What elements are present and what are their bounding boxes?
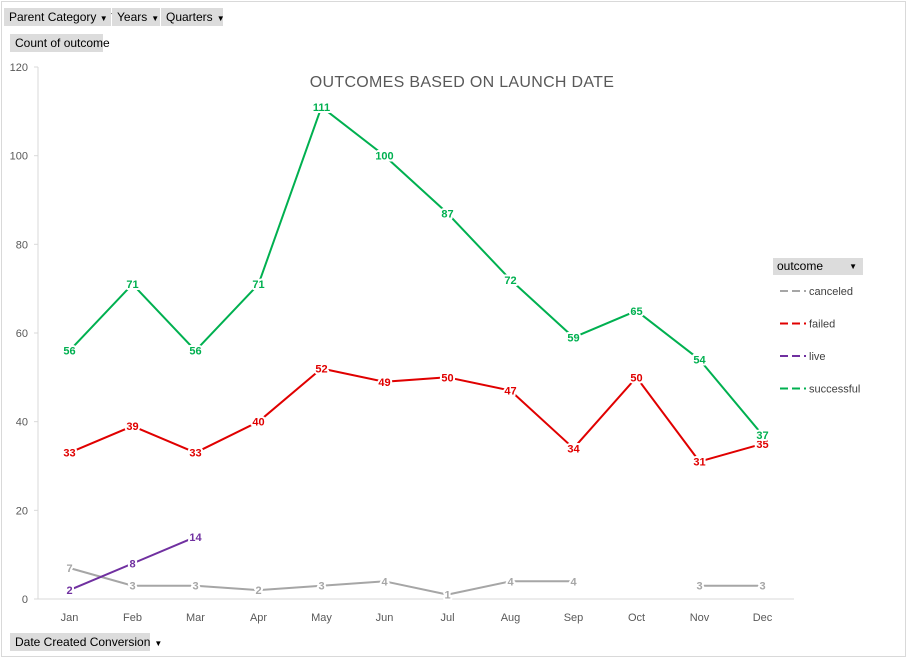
data-label: 71 (126, 279, 138, 291)
axis-field-label: Date Created Conversion (15, 635, 151, 649)
series-line-live (69, 535, 196, 592)
data-label: 49 (378, 377, 390, 389)
y-tick-label: 100 (10, 151, 28, 163)
legend-item-failed: failed (780, 319, 835, 331)
legend: canceled failed live successful (780, 286, 860, 396)
axis-field-button[interactable]: Date Created Conversion ▼ (10, 633, 162, 651)
data-label: 87 (441, 208, 453, 220)
y-tick-label: 120 (10, 62, 28, 74)
data-label: 39 (126, 421, 138, 433)
value-field-label: Count of outcome (15, 36, 110, 50)
x-tick-label: May (311, 612, 332, 624)
y-tick-label: 40 (16, 417, 28, 429)
data-label: 52 (315, 363, 327, 375)
data-label: 35 (756, 439, 768, 451)
data-label: 3 (129, 581, 135, 593)
data-label: 111 (313, 102, 330, 114)
outcome-legend-filter-button[interactable]: outcome ▼ (773, 258, 863, 275)
x-tick-label: Jun (376, 612, 394, 624)
data-label: 33 (189, 448, 201, 460)
y-tick-label: 0 (22, 594, 28, 606)
parent-category-label: Parent Category (9, 10, 97, 24)
series-line-successful (68, 105, 764, 436)
data-label: 47 (504, 386, 516, 398)
data-label: 2 (66, 585, 72, 597)
chevron-down-icon: ▼ (216, 14, 225, 23)
data-label: 3 (192, 581, 198, 593)
y-tick-label: 80 (16, 239, 28, 251)
data-label: 100 (375, 151, 393, 163)
legend-item-live: live (780, 351, 826, 363)
legend-item-successful: successful (780, 384, 860, 396)
data-label: 4 (507, 576, 514, 588)
data-label: 3 (759, 581, 765, 593)
data-label: 7 (66, 563, 72, 575)
legend-label: failed (809, 319, 835, 331)
series-successful: 56 71 56 71 111 100 87 72 59 65 54 37 (61, 100, 770, 444)
legend-label: canceled (809, 286, 853, 298)
series-live: 2 8 14 (64, 530, 204, 599)
data-label: 14 (189, 532, 202, 544)
x-tick-label: Dec (753, 612, 773, 624)
data-label: 40 (252, 417, 264, 429)
x-tick-label: Sep (564, 612, 584, 624)
data-label: 50 (441, 372, 453, 384)
years-label: Years (117, 10, 148, 24)
data-label: 4 (570, 576, 577, 588)
quarters-label: Quarters (166, 10, 213, 24)
x-tick-label: Feb (123, 612, 142, 624)
legend-label: live (809, 351, 826, 363)
data-label: 37 (756, 430, 768, 442)
x-tick-label: Oct (628, 612, 645, 624)
series-line-canceled (69, 567, 763, 596)
years-filter-button[interactable]: Years ▼ (112, 8, 160, 26)
y-tick-label: 60 (16, 328, 28, 340)
data-label: 50 (630, 372, 642, 384)
legend-label: successful (809, 384, 860, 396)
series-line-failed (69, 367, 763, 463)
series-canceled: 7 3 3 2 3 4 1 4 4 3 3 (64, 561, 767, 604)
chevron-down-icon: ▼ (849, 262, 857, 271)
data-label: 59 (567, 332, 579, 344)
x-tick-label: Aug (501, 612, 521, 624)
data-label: 54 (693, 355, 706, 367)
x-tick-label: Jul (440, 612, 454, 624)
data-label: 34 (567, 443, 580, 455)
chevron-down-icon: ▼ (154, 639, 163, 648)
data-label: 72 (504, 275, 516, 287)
data-label: 33 (63, 448, 75, 460)
axes: 0 20 40 60 80 100 120 Jan Feb Mar Apr May Jun Jul Aug S… (10, 62, 794, 624)
data-label: 56 (189, 346, 201, 358)
quarters-filter-button[interactable]: Quarters ▼ (161, 8, 225, 26)
filter-dropdown-icon: ▼ (99, 14, 108, 23)
data-label: 31 (693, 457, 705, 469)
legend-title: outcome (777, 259, 824, 273)
data-label: 2 (255, 585, 261, 597)
data-label: 56 (63, 346, 75, 358)
data-label: 3 (696, 581, 702, 593)
x-tick-label: Apr (250, 612, 267, 624)
y-tick-label: 20 (16, 505, 28, 517)
data-label: 71 (252, 279, 264, 291)
legend-item-canceled: canceled (780, 286, 853, 298)
x-tick-label: Nov (690, 612, 710, 624)
data-label: 8 (129, 559, 135, 571)
series-failed: 33 39 33 40 52 49 50 47 34 50 31 35 (61, 361, 770, 470)
data-label: 1 (444, 590, 450, 602)
x-tick-label: Jan (61, 612, 79, 624)
data-label: 4 (381, 576, 388, 588)
chevron-down-icon: ▼ (151, 14, 160, 23)
data-label: 65 (630, 306, 642, 318)
value-field-button[interactable]: Count of outcome (10, 34, 110, 52)
data-label: 3 (318, 581, 324, 593)
x-tick-label: Mar (186, 612, 205, 624)
chart-title: OUTCOMES BASED ON LAUNCH DATE (310, 74, 614, 91)
